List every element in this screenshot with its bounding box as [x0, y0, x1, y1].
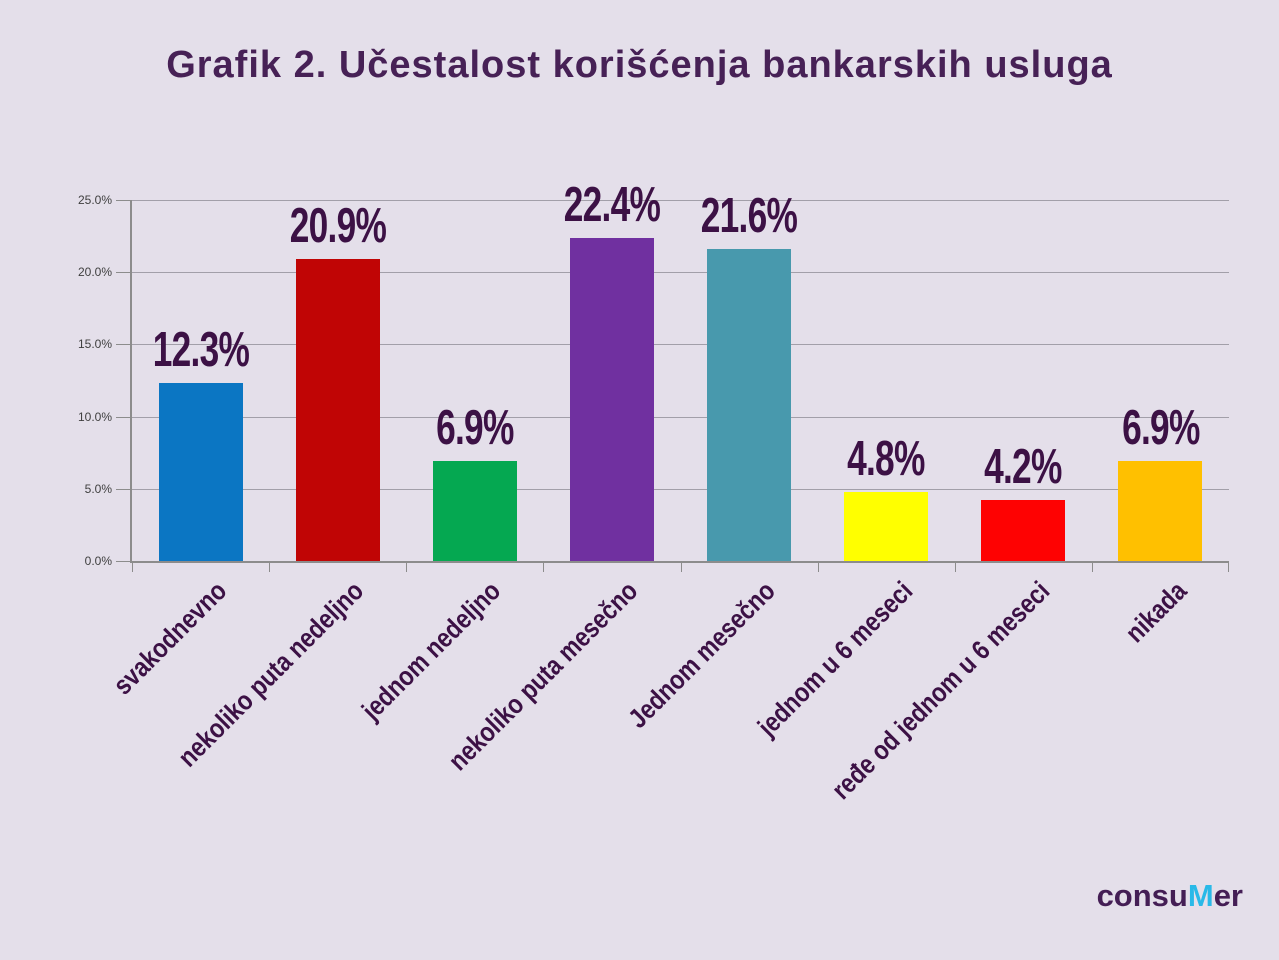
bar-value-label: 12.3% — [91, 326, 311, 375]
bar-value-label: 22.4% — [502, 177, 722, 232]
consumer-logo: consuMer — [1097, 878, 1243, 914]
y-axis-tick — [116, 416, 130, 418]
x-axis-category-text: nikada — [1119, 575, 1193, 649]
bar-value-label: 6.9% — [365, 404, 585, 453]
bar-value-text: 6.9% — [1121, 401, 1200, 456]
gridline — [132, 344, 1229, 346]
bar-value-text: 12.3% — [152, 323, 249, 378]
gridline — [132, 272, 1229, 274]
x-axis-tick — [954, 561, 956, 572]
y-axis-tick — [116, 488, 130, 490]
bar-value-text: 4.2% — [984, 440, 1063, 495]
bar-nikada — [1118, 461, 1203, 561]
y-axis-label: 20.0% — [77, 265, 112, 280]
y-axis-label: 0.0% — [84, 554, 112, 568]
y-axis-label: 10.0% — [77, 409, 112, 424]
x-axis-tick — [1228, 561, 1229, 572]
y-axis-label: 5.0% — [84, 481, 112, 496]
bar-value-label: 6.9% — [1050, 404, 1270, 453]
bar-value-label: 20.9% — [228, 202, 448, 251]
y-axis-tick — [116, 272, 130, 274]
gridline — [132, 200, 1229, 201]
gridline — [132, 416, 1229, 418]
logo-text-prefix: consu — [1096, 878, 1188, 913]
x-axis-tick — [817, 561, 819, 572]
chart-title: Grafik 2. Učestalost korišćenja bankarsk… — [166, 44, 1113, 86]
plot-area: 0.0% 5.0% 10.0% 15.0% 20.0% 25.0% 12.3% svakodn… — [78, 180, 1229, 805]
logo-text-suffix: er — [1213, 878, 1243, 913]
bar-value-label: 4.8% — [776, 431, 996, 486]
bar-value-text: 6.9% — [436, 401, 514, 456]
x-axis-category-text: jednom nedeljno — [356, 575, 507, 726]
bar-value-text: 4.8% — [847, 431, 925, 486]
y-axis-tick — [116, 344, 130, 346]
logo-accent-letter: M — [1187, 878, 1214, 913]
bar-svakodnevno — [158, 383, 243, 561]
bar-jednom-mesečno — [707, 249, 792, 561]
gridline — [132, 488, 1229, 490]
y-axis-tick — [116, 200, 130, 201]
bar-nekoliko-puta-mesečno — [569, 237, 654, 561]
bar-nekoliko-puta-nedeljno — [295, 259, 380, 561]
bar-ređe-od-jednom-u-6-meseci — [981, 500, 1066, 561]
y-axis-tick — [116, 561, 130, 562]
y-axis-label: 15.0% — [77, 337, 112, 352]
x-axis-tick — [1091, 561, 1093, 572]
bar-value-label: 4.2% — [913, 443, 1133, 492]
bar-value-text: 21.6% — [700, 189, 798, 244]
bar-jednom-u-6-meseci — [844, 491, 929, 561]
x-axis-tick — [269, 561, 271, 572]
x-axis-tick — [543, 561, 545, 572]
y-axis-label: 25.0% — [77, 193, 112, 207]
x-axis-tick — [406, 561, 408, 572]
x-axis-category-text: svakodnevno — [107, 575, 233, 701]
bar-value-text: 20.9% — [289, 199, 386, 254]
bar-jednom-nedeljno — [432, 461, 517, 561]
x-axis-tick — [680, 561, 682, 572]
bar-value-text: 22.4% — [563, 177, 661, 232]
bar-value-label: 21.6% — [639, 192, 859, 241]
x-axis-tick — [132, 561, 133, 572]
x-axis-category-text: Jednom mesečno — [622, 575, 781, 734]
